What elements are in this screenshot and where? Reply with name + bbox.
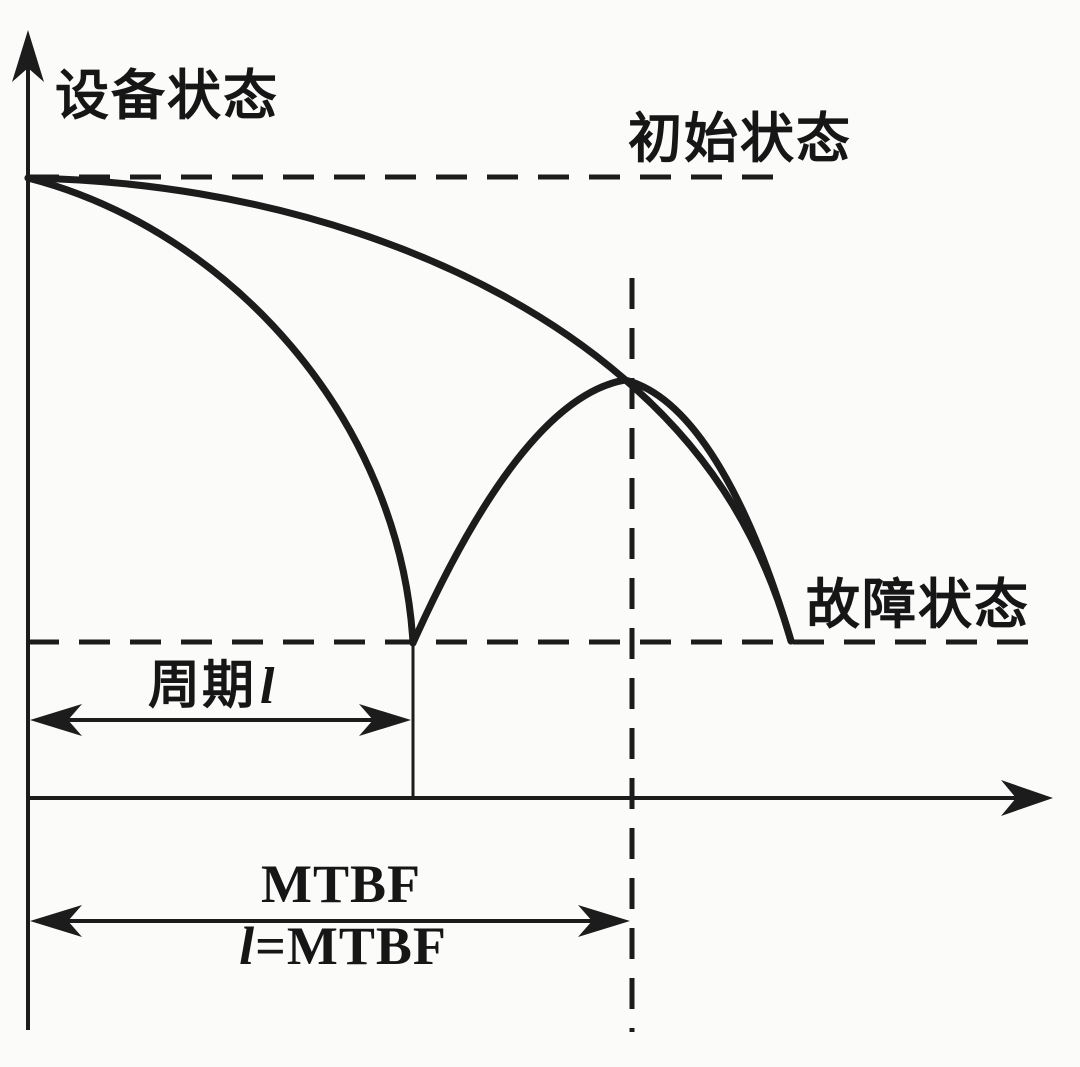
y-axis-label: 设备状态: [55, 66, 279, 126]
period-label: 周期l: [148, 658, 276, 715]
fast-degradation-curve: [24, 174, 417, 647]
post-repair-curve: [409, 376, 795, 647]
period-arrowhead-right-icon: [359, 704, 411, 736]
initial-state-label: 初始状态: [628, 109, 852, 169]
period-label-var: l: [260, 658, 276, 715]
mtbf-label: MTBF: [261, 854, 421, 914]
mtbf-arrow: [30, 905, 630, 937]
fault-state-label: 故障状态: [806, 575, 1030, 635]
slow-degradation-curve: [24, 174, 795, 645]
period-arrow: [30, 704, 411, 736]
x-axis-arrowhead-icon: [1001, 780, 1053, 816]
mtbf-arrowhead-left-icon: [30, 905, 82, 937]
l-equals-mtbf-label: l=MTBF: [239, 916, 447, 976]
period-label-prefix: 周期: [148, 658, 256, 715]
l-equals-mtbf-var: l: [239, 916, 255, 976]
mtbf-arrowhead-right-icon: [578, 905, 630, 937]
period-arrowhead-left-icon: [30, 704, 82, 736]
y-axis-arrowhead-icon: [12, 30, 44, 82]
l-equals-mtbf-rest: =MTBF: [255, 916, 447, 976]
